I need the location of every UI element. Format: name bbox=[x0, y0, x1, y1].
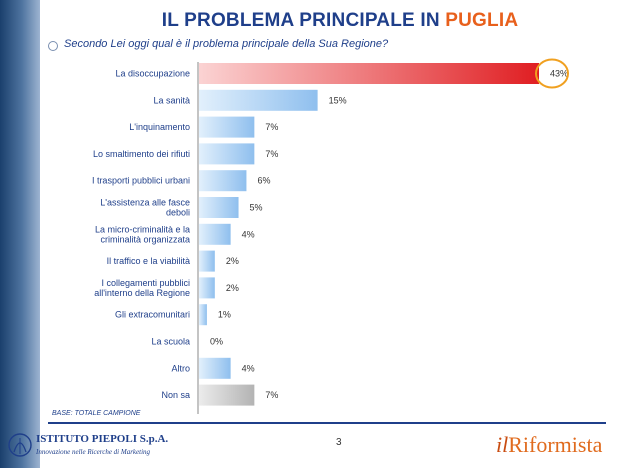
category-label-11: Altro bbox=[171, 363, 190, 373]
category-label-12: Non sa bbox=[161, 390, 190, 400]
title-highlight: PUGLIA bbox=[445, 10, 519, 31]
value-label-7: 2% bbox=[226, 256, 239, 266]
category-label-line: Gli extracomunitari bbox=[115, 310, 190, 320]
bar-1 bbox=[199, 89, 318, 111]
bar-8 bbox=[199, 277, 215, 299]
category-label-line: La disoccupazione bbox=[115, 69, 190, 79]
category-label-line: all'interno della Regione bbox=[94, 288, 190, 298]
bar-9 bbox=[199, 304, 207, 326]
bar-5 bbox=[199, 197, 239, 218]
category-label-line: Il traffico e la viabilità bbox=[107, 256, 190, 266]
highlight-ring bbox=[535, 58, 569, 89]
il-riformista-logo: ilRiformista bbox=[496, 430, 606, 460]
category-label-line: criminalità organizzata bbox=[100, 234, 190, 244]
category-label-2: L'inquinamento bbox=[129, 122, 190, 132]
category-label-3: Lo smaltimento dei rifiuti bbox=[93, 149, 190, 159]
value-label-2: 7% bbox=[265, 122, 278, 132]
bar-7 bbox=[199, 250, 215, 272]
value-label-9: 1% bbox=[218, 310, 231, 320]
bar-4 bbox=[199, 170, 247, 192]
value-label-11: 4% bbox=[242, 363, 255, 373]
category-label-line: L'inquinamento bbox=[129, 122, 190, 132]
base-note: BASE: TOTALE CAMPIONE bbox=[52, 410, 141, 417]
page-number: 3 bbox=[336, 437, 342, 448]
bar-3 bbox=[199, 143, 255, 165]
logo-right-name: Riformista bbox=[508, 432, 603, 457]
istituto-piepoli-logo: ISTITUTO PIEPOLI S.p.A. Innovazione nell… bbox=[6, 428, 186, 464]
category-label-10: La scuola bbox=[151, 337, 190, 347]
category-label-line: L'assistenza alle fasce bbox=[100, 198, 190, 208]
category-label-6: La micro-criminalità e la criminalità org… bbox=[95, 224, 190, 244]
bar-11 bbox=[199, 357, 231, 379]
value-label-12: 7% bbox=[265, 390, 278, 400]
left-decorative-band bbox=[0, 0, 40, 468]
value-label-1: 15% bbox=[329, 95, 347, 105]
value-label-4: 6% bbox=[257, 176, 270, 186]
category-label-line: I collegamenti pubblici bbox=[101, 278, 190, 288]
piepoli-emblem-icon bbox=[8, 433, 32, 457]
logo-company-name: ISTITUTO PIEPOLI S.p.A. bbox=[36, 433, 169, 445]
category-label-line: Lo smaltimento dei rifiuti bbox=[93, 149, 190, 159]
value-label-0: 43% bbox=[550, 69, 568, 79]
category-label-7: Il traffico e la viabilità bbox=[107, 256, 190, 266]
category-label-0: La disoccupazione bbox=[115, 69, 190, 79]
category-label-9: Gli extracomunitari bbox=[115, 310, 190, 320]
title-prefix: IL PROBLEMA PRINCIPALE IN bbox=[161, 10, 446, 31]
bar-12 bbox=[199, 384, 255, 406]
logo-right-prefix: il bbox=[496, 432, 509, 457]
category-label-4: I trasporti pubblici urbani bbox=[92, 176, 190, 186]
value-label-6: 4% bbox=[242, 229, 255, 239]
bar-2 bbox=[199, 116, 255, 138]
category-label-1: La sanità bbox=[153, 95, 190, 105]
logo-tagline: Innovazione nelle Ricerche di Marketing bbox=[36, 448, 151, 456]
value-label-8: 2% bbox=[226, 283, 239, 293]
page-title: IL PROBLEMA PRINCIPALE IN PUGLIA bbox=[60, 10, 620, 32]
category-label-line: Non sa bbox=[161, 390, 190, 400]
bullet-icon bbox=[48, 41, 58, 51]
category-label-line: La micro-criminalità e la bbox=[95, 224, 190, 234]
question-subtitle: Secondo Lei oggi qual è il problema prin… bbox=[64, 38, 389, 50]
footer-divider bbox=[48, 422, 606, 424]
bar-0 bbox=[199, 63, 539, 84]
category-label-line: La scuola bbox=[151, 337, 190, 347]
category-label-line: deboli bbox=[166, 208, 190, 218]
value-label-10: 0% bbox=[210, 337, 223, 347]
category-label-8: I collegamenti pubblici all'interno della… bbox=[94, 278, 190, 298]
value-label-5: 5% bbox=[250, 203, 263, 213]
category-label-line: La sanità bbox=[153, 95, 190, 105]
category-label-line: I trasporti pubblici urbani bbox=[92, 176, 190, 186]
category-label-5: L'assistenza alle fasce deboli bbox=[100, 198, 190, 218]
value-label-3: 7% bbox=[265, 149, 278, 159]
bar-6 bbox=[199, 223, 231, 245]
category-label-line: Altro bbox=[171, 363, 190, 373]
